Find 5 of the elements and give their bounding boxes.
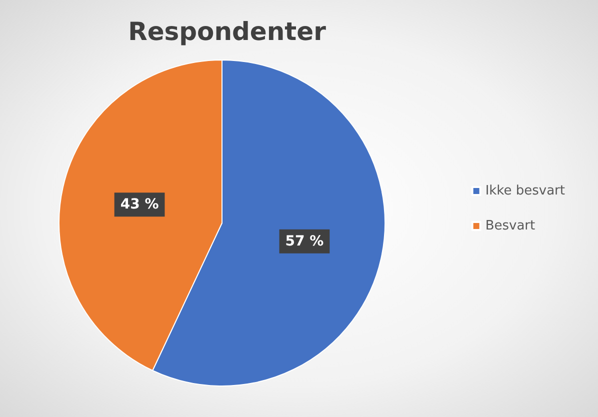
data-label: 43 % [120,196,159,213]
legend-label: Ikke besvart [485,184,566,198]
chart-title: Respondenter [128,17,327,46]
data-label: 57 % [285,233,324,250]
legend-label: Besvart [485,218,536,234]
